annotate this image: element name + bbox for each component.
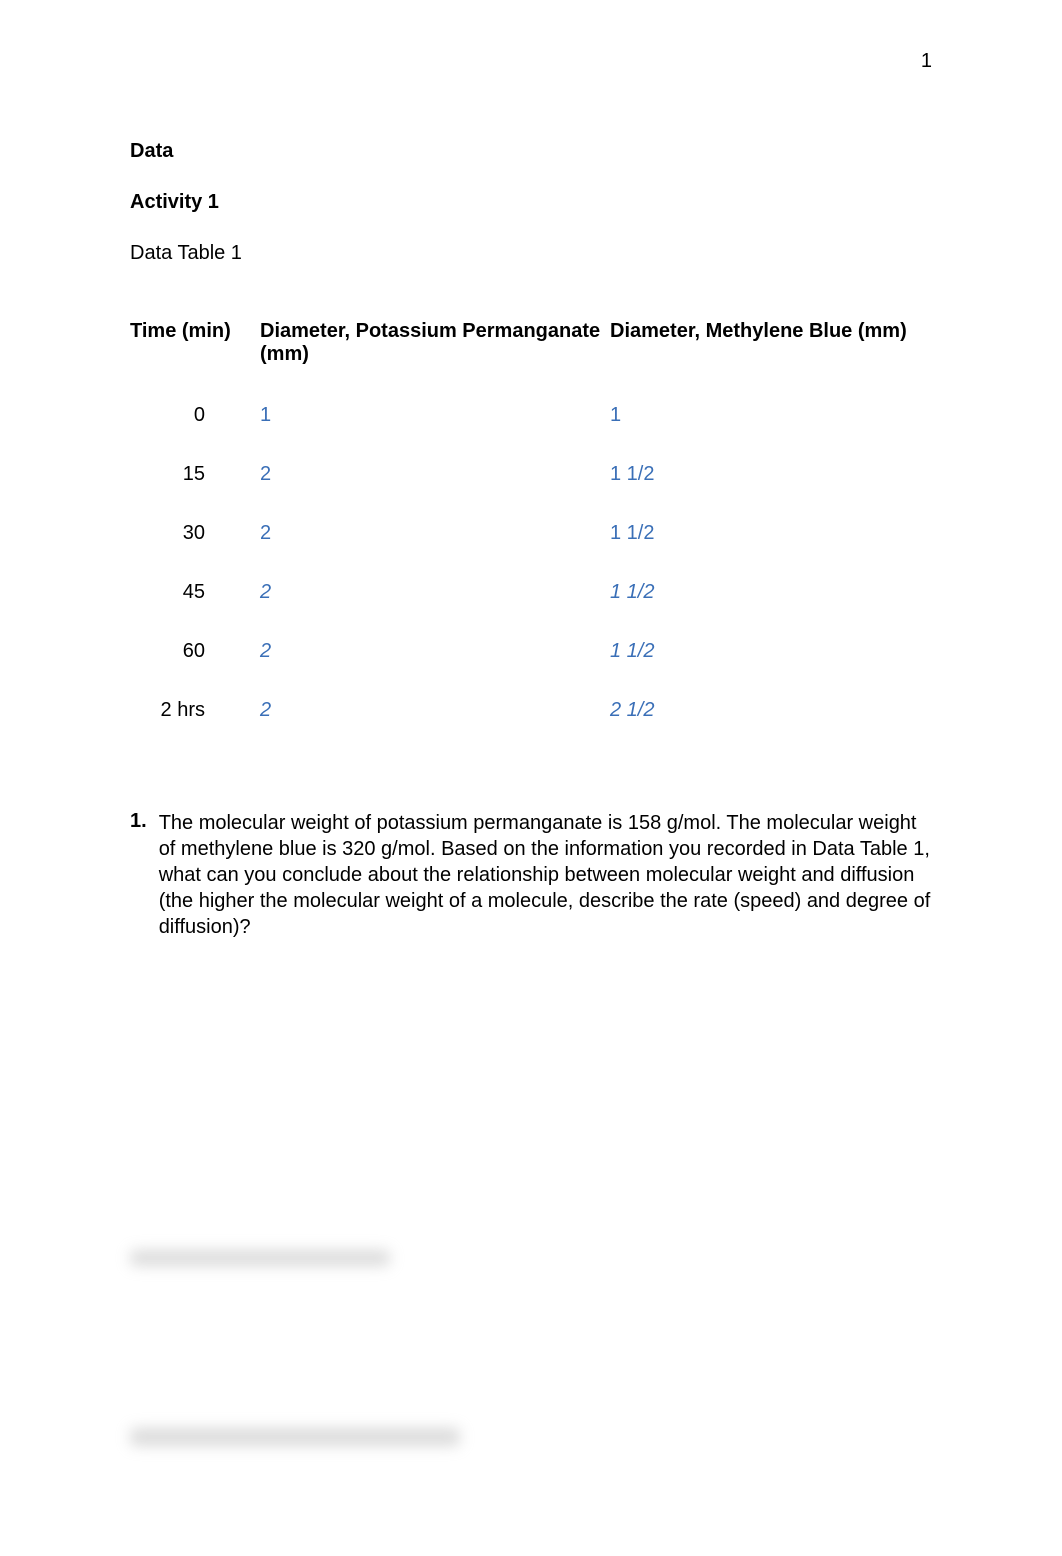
col-header-mb: Diameter, Methylene Blue (mm) xyxy=(610,310,932,386)
blurred-text-region xyxy=(130,1428,460,1446)
col-header-time: Time (min) xyxy=(130,310,260,386)
page-number: 1 xyxy=(921,50,932,73)
cell-kp: 1 xyxy=(260,386,610,445)
table-row: 2 hrs 2 2 1/2 xyxy=(130,681,932,740)
cell-time: 2 hrs xyxy=(130,681,260,740)
data-table-1: Time (min) Diameter, Potassium Permangan… xyxy=(130,310,932,740)
question-number: 1. xyxy=(130,810,147,940)
cell-kp: 2 xyxy=(260,563,610,622)
table-caption: Data Table 1 xyxy=(130,242,932,265)
blurred-text-region xyxy=(130,1250,390,1266)
cell-mb: 1 1/2 xyxy=(610,563,932,622)
cell-kp: 2 xyxy=(260,445,610,504)
cell-time: 45 xyxy=(130,563,260,622)
table-header-row: Time (min) Diameter, Potassium Permangan… xyxy=(130,310,932,386)
cell-time: 60 xyxy=(130,622,260,681)
table-row: 30 2 1 1/2 xyxy=(130,504,932,563)
cell-kp: 2 xyxy=(260,622,610,681)
col-header-kp: Diameter, Potassium Permanganate (mm) xyxy=(260,310,610,386)
table-row: 0 1 1 xyxy=(130,386,932,445)
cell-kp: 2 xyxy=(260,504,610,563)
table-row: 15 2 1 1/2 xyxy=(130,445,932,504)
cell-time: 30 xyxy=(130,504,260,563)
cell-mb: 1 1/2 xyxy=(610,445,932,504)
cell-mb: 1 xyxy=(610,386,932,445)
question-1: 1. The molecular weight of potassium per… xyxy=(130,810,932,940)
question-text: The molecular weight of potassium perman… xyxy=(159,810,932,940)
heading-data: Data xyxy=(130,140,932,163)
cell-mb: 1 1/2 xyxy=(610,504,932,563)
cell-mb: 1 1/2 xyxy=(610,622,932,681)
table-row: 60 2 1 1/2 xyxy=(130,622,932,681)
cell-mb: 2 1/2 xyxy=(610,681,932,740)
cell-time: 0 xyxy=(130,386,260,445)
heading-activity: Activity 1 xyxy=(130,191,932,214)
cell-kp: 2 xyxy=(260,681,610,740)
table-row: 45 2 1 1/2 xyxy=(130,563,932,622)
cell-time: 15 xyxy=(130,445,260,504)
